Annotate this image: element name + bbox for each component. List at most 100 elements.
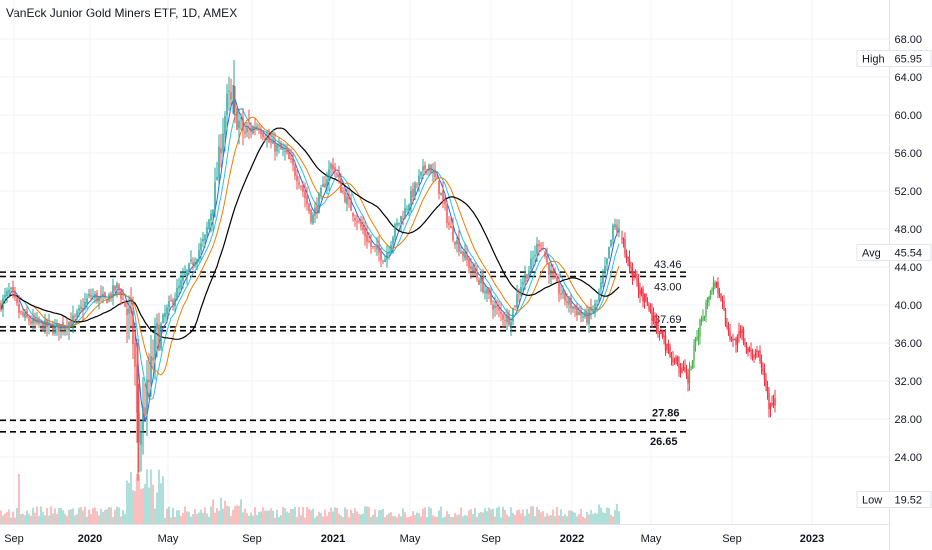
projected-candle-body xyxy=(630,266,632,268)
y-tick-label: 60.00 xyxy=(894,110,922,122)
projected-candle-body xyxy=(687,375,689,384)
volume-bar xyxy=(96,511,98,524)
candle-body xyxy=(594,303,596,310)
candle-body xyxy=(142,406,144,431)
volume-bar xyxy=(396,517,398,524)
candlesticks xyxy=(0,59,620,481)
volume-bar xyxy=(290,508,292,524)
volume-bar xyxy=(154,508,156,524)
candle-body xyxy=(102,293,104,298)
candle-body xyxy=(172,300,174,305)
projected-candle-body xyxy=(643,293,646,302)
candle-body xyxy=(476,273,478,279)
candle-body xyxy=(64,326,66,331)
candle-body xyxy=(82,307,84,311)
projected-candle-body xyxy=(721,300,724,302)
projected-candle-body xyxy=(717,282,719,294)
candle-body xyxy=(346,196,348,205)
volume-bar xyxy=(116,506,118,524)
volume-bar xyxy=(252,515,254,524)
candle-body xyxy=(168,301,170,308)
volume-bar xyxy=(288,512,290,524)
volume-bar xyxy=(348,517,350,524)
candle-body xyxy=(132,311,134,345)
volume-bar xyxy=(354,508,356,524)
moving-average-line xyxy=(0,127,620,340)
candle-body xyxy=(530,258,532,269)
volume-bar xyxy=(542,511,544,524)
projected-candle-body xyxy=(690,369,692,371)
volume-bar xyxy=(552,509,554,524)
volume-bar xyxy=(600,507,602,524)
price-marker-value: 65.95 xyxy=(894,53,922,65)
volume-bar xyxy=(366,506,368,524)
candle-body xyxy=(264,138,266,141)
projected-candle-body xyxy=(657,322,659,333)
candle-body xyxy=(146,379,148,415)
volume-bar xyxy=(36,506,38,524)
volume-bar xyxy=(216,508,218,524)
volume-bar xyxy=(0,510,2,524)
y-tick-label: 28.00 xyxy=(894,414,922,426)
volume-bar xyxy=(512,512,514,524)
candle-body xyxy=(342,191,344,193)
projected-candle-body xyxy=(705,302,707,317)
candle-body xyxy=(270,140,272,143)
volume-bar xyxy=(462,516,464,524)
projected-candle-body xyxy=(744,342,746,345)
candle-body xyxy=(534,254,536,257)
candle-body xyxy=(34,317,36,323)
projected-candle-body xyxy=(694,339,697,347)
candle-body xyxy=(394,224,396,238)
candle-body xyxy=(544,251,546,257)
volume-bar xyxy=(144,484,146,524)
candle-body xyxy=(72,315,74,324)
candle-body xyxy=(204,234,206,241)
projected-candle-body xyxy=(771,403,773,405)
candle-body xyxy=(312,214,314,224)
volume-bar xyxy=(568,510,570,524)
candle-body xyxy=(320,187,322,195)
volume-bar xyxy=(4,513,6,524)
x-tick-label: Sep xyxy=(481,533,501,545)
projected-candle-body xyxy=(774,398,776,406)
projected-candle-body xyxy=(661,331,664,337)
volume-bar xyxy=(506,514,508,524)
volume-bar xyxy=(380,510,382,524)
volume-bar xyxy=(588,514,590,524)
candle-body xyxy=(416,183,418,185)
candle-body xyxy=(370,241,372,247)
candle-body xyxy=(332,164,334,170)
candle-body xyxy=(150,355,152,384)
volume-bar xyxy=(306,507,308,524)
volume-bar xyxy=(66,515,68,524)
projected-candle-body xyxy=(649,309,652,312)
projected-candle-body xyxy=(715,282,718,288)
projected-candle-body xyxy=(753,356,755,358)
candle-body xyxy=(362,224,364,231)
candle-body xyxy=(340,178,342,193)
projected-candle-body xyxy=(757,350,760,352)
candle-body xyxy=(54,325,56,334)
candle-body xyxy=(536,244,538,254)
price-marker-label: High xyxy=(862,53,885,65)
volume-bar xyxy=(40,506,42,524)
projected-candle-body xyxy=(639,289,641,295)
candle-body xyxy=(596,300,598,302)
volume-bar xyxy=(358,513,360,524)
volume-bar xyxy=(404,512,406,524)
candle-body xyxy=(58,323,60,332)
candle-body xyxy=(348,195,350,200)
candle-body xyxy=(246,127,248,133)
candle-body xyxy=(68,322,70,331)
volume-bar xyxy=(596,513,598,524)
candle-body xyxy=(164,312,166,317)
volume-bar xyxy=(30,515,32,524)
projected-candle-body xyxy=(666,343,668,351)
volume-bar xyxy=(148,487,150,524)
projected-candle-body xyxy=(679,368,682,373)
candle-body xyxy=(218,146,220,179)
candle-body xyxy=(16,298,18,304)
projected-candle-body xyxy=(723,301,725,310)
